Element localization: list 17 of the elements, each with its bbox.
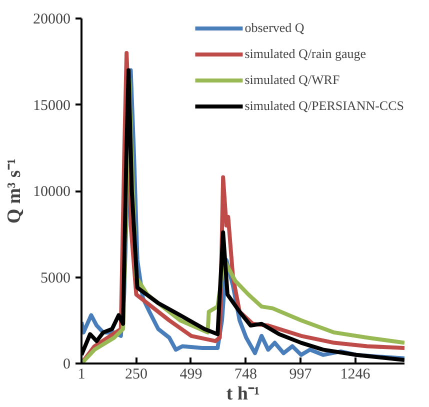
legend-label: simulated Q/PERSIANN-CCS: [244, 97, 404, 115]
y-tick-label: 10000: [33, 184, 70, 200]
y-tick-label: 5000: [40, 270, 70, 286]
x-tick-label: 499: [180, 366, 202, 382]
y-tick-label: 15000: [33, 98, 70, 114]
x-tick-label: 1246: [340, 366, 371, 382]
legend-label: observed Q: [244, 19, 304, 37]
x-tick-label: 997: [289, 366, 312, 382]
legend-label: simulated Q/rain gauge: [244, 45, 366, 63]
x-tick-label: 748: [234, 366, 257, 382]
y-tick-label: 0: [63, 356, 70, 372]
legend-label: simulated Q/WRF: [244, 71, 340, 89]
x-tick-label: 1: [78, 366, 86, 382]
x-axis-title: t h⁻¹: [226, 384, 260, 404]
y-tick-label: 20000: [33, 12, 70, 28]
y-axis-title: Q m³ s⁻¹: [4, 158, 25, 224]
x-tick-label: 250: [125, 366, 148, 382]
